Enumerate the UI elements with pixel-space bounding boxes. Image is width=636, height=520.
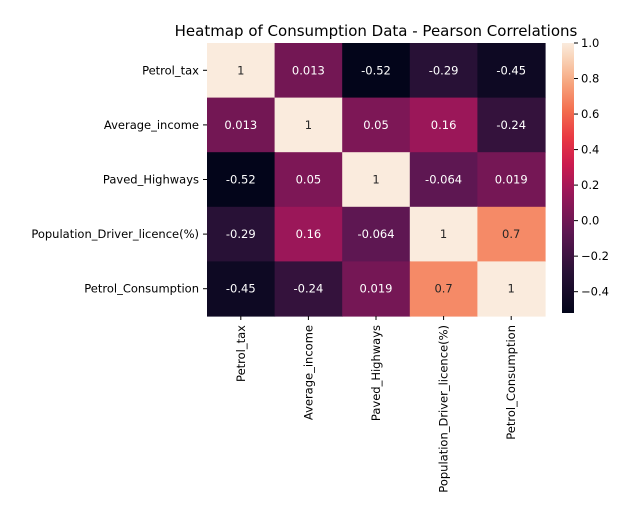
colorbar-tick-label: −0.2 [581,249,609,263]
heatmap-cell [477,43,546,99]
heatmap-cell [477,261,546,317]
row-label: Paved_Highways [103,173,199,187]
cell-value-label: -0.29 [226,227,256,241]
cell-value-label: 0.7 [502,227,520,241]
heatmap-cell [342,43,411,99]
colorbar-tick-label: 0.6 [581,107,599,121]
cell-value-label: 0.013 [292,63,325,77]
heatmap-cell [477,97,546,153]
cell-value-label: -0.064 [425,173,462,187]
cell-value-label: 0.013 [224,118,257,132]
colorbar-tick-label: 1.0 [581,36,599,50]
heatmap-cell [409,152,478,208]
cell-value-label: 1 [440,227,447,241]
cell-value-label: -0.52 [361,63,391,77]
colorbar: 1.0 0.8 0.6 0.4 0.2 0.0 −0.2 −0.4 [562,36,609,313]
heatmap-cell [342,152,411,208]
cell-value-label: -0.24 [496,118,526,132]
heatmap-cell [409,261,478,317]
cell-value-label: 0.05 [363,118,389,132]
column-labels: Petrol_tax Average_income Paved_Highways Po… [234,316,518,493]
cell-value-label: -0.29 [429,63,459,77]
colorbar-tick-label: 0.0 [581,214,599,228]
cell-value-label: 0.7 [434,282,452,296]
cell-value-label: 1 [305,118,312,132]
heatmap-cell [207,43,276,99]
column-label: Petrol_tax [234,325,248,382]
colorbar-gradient [562,43,574,313]
cell-value-label: 0.019 [360,282,393,296]
heatmap-cell [409,206,478,262]
cell-value-label: 1 [237,63,244,77]
heatmap-cell [409,97,478,153]
colorbar-tick-label: −0.4 [581,285,609,299]
colorbar-tick-label: 0.4 [581,143,599,157]
heatmap-cell [274,97,343,153]
cell-value-label: -0.45 [496,63,526,77]
cell-value-label: -0.52 [226,173,256,187]
heatmap-cell [207,206,276,262]
heatmap-cell [274,261,343,317]
heatmap-cell [342,97,411,153]
cell-value-label: 0.16 [431,118,457,132]
row-label: Average_income [104,118,199,132]
cell-value-label: 0.16 [296,227,322,241]
heatmap-cell [274,43,343,99]
row-label: Population_Driver_licence(%) [31,227,199,241]
row-label: Petrol_tax [142,63,199,77]
heatmap-cell [477,206,546,262]
heatmap-cell [409,43,478,99]
cell-value-label: 0.05 [296,173,322,187]
heatmap-cell [477,152,546,208]
column-label: Paved_Highways [369,325,383,421]
cell-value-label: 1 [372,173,379,187]
heatmap-cell [342,206,411,262]
column-label: Petrol_Consumption [504,325,518,440]
column-label: Average_income [301,325,315,420]
cell-value-label: 0.019 [495,173,528,187]
heatmap-cell [274,152,343,208]
heatmap-cell [207,261,276,317]
colorbar-tick-label: 0.2 [581,178,599,192]
row-labels: Petrol_tax Average_income Paved_Highways Po… [31,63,207,296]
column-label: Population_Driver_licence(%) [437,325,451,493]
row-label: Petrol_Consumption [84,282,199,296]
cell-value-label: -0.45 [226,282,256,296]
chart-title: Heatmap of Consumption Data - Pearson Co… [175,22,578,40]
colorbar-tick-label: 0.8 [581,72,599,86]
heatmap-cell [342,261,411,317]
heatmap-cells: 1 0.013 -0.52 -0.29 -0.45 0.013 1 0.05 0.16 -0.24… [207,43,546,317]
cell-value-label: -0.064 [357,227,394,241]
heatmap-cell [207,97,276,153]
cell-value-label: 1 [508,282,515,296]
cell-value-label: -0.24 [294,282,324,296]
heatmap-cell [274,206,343,262]
heatmap-cell [207,152,276,208]
